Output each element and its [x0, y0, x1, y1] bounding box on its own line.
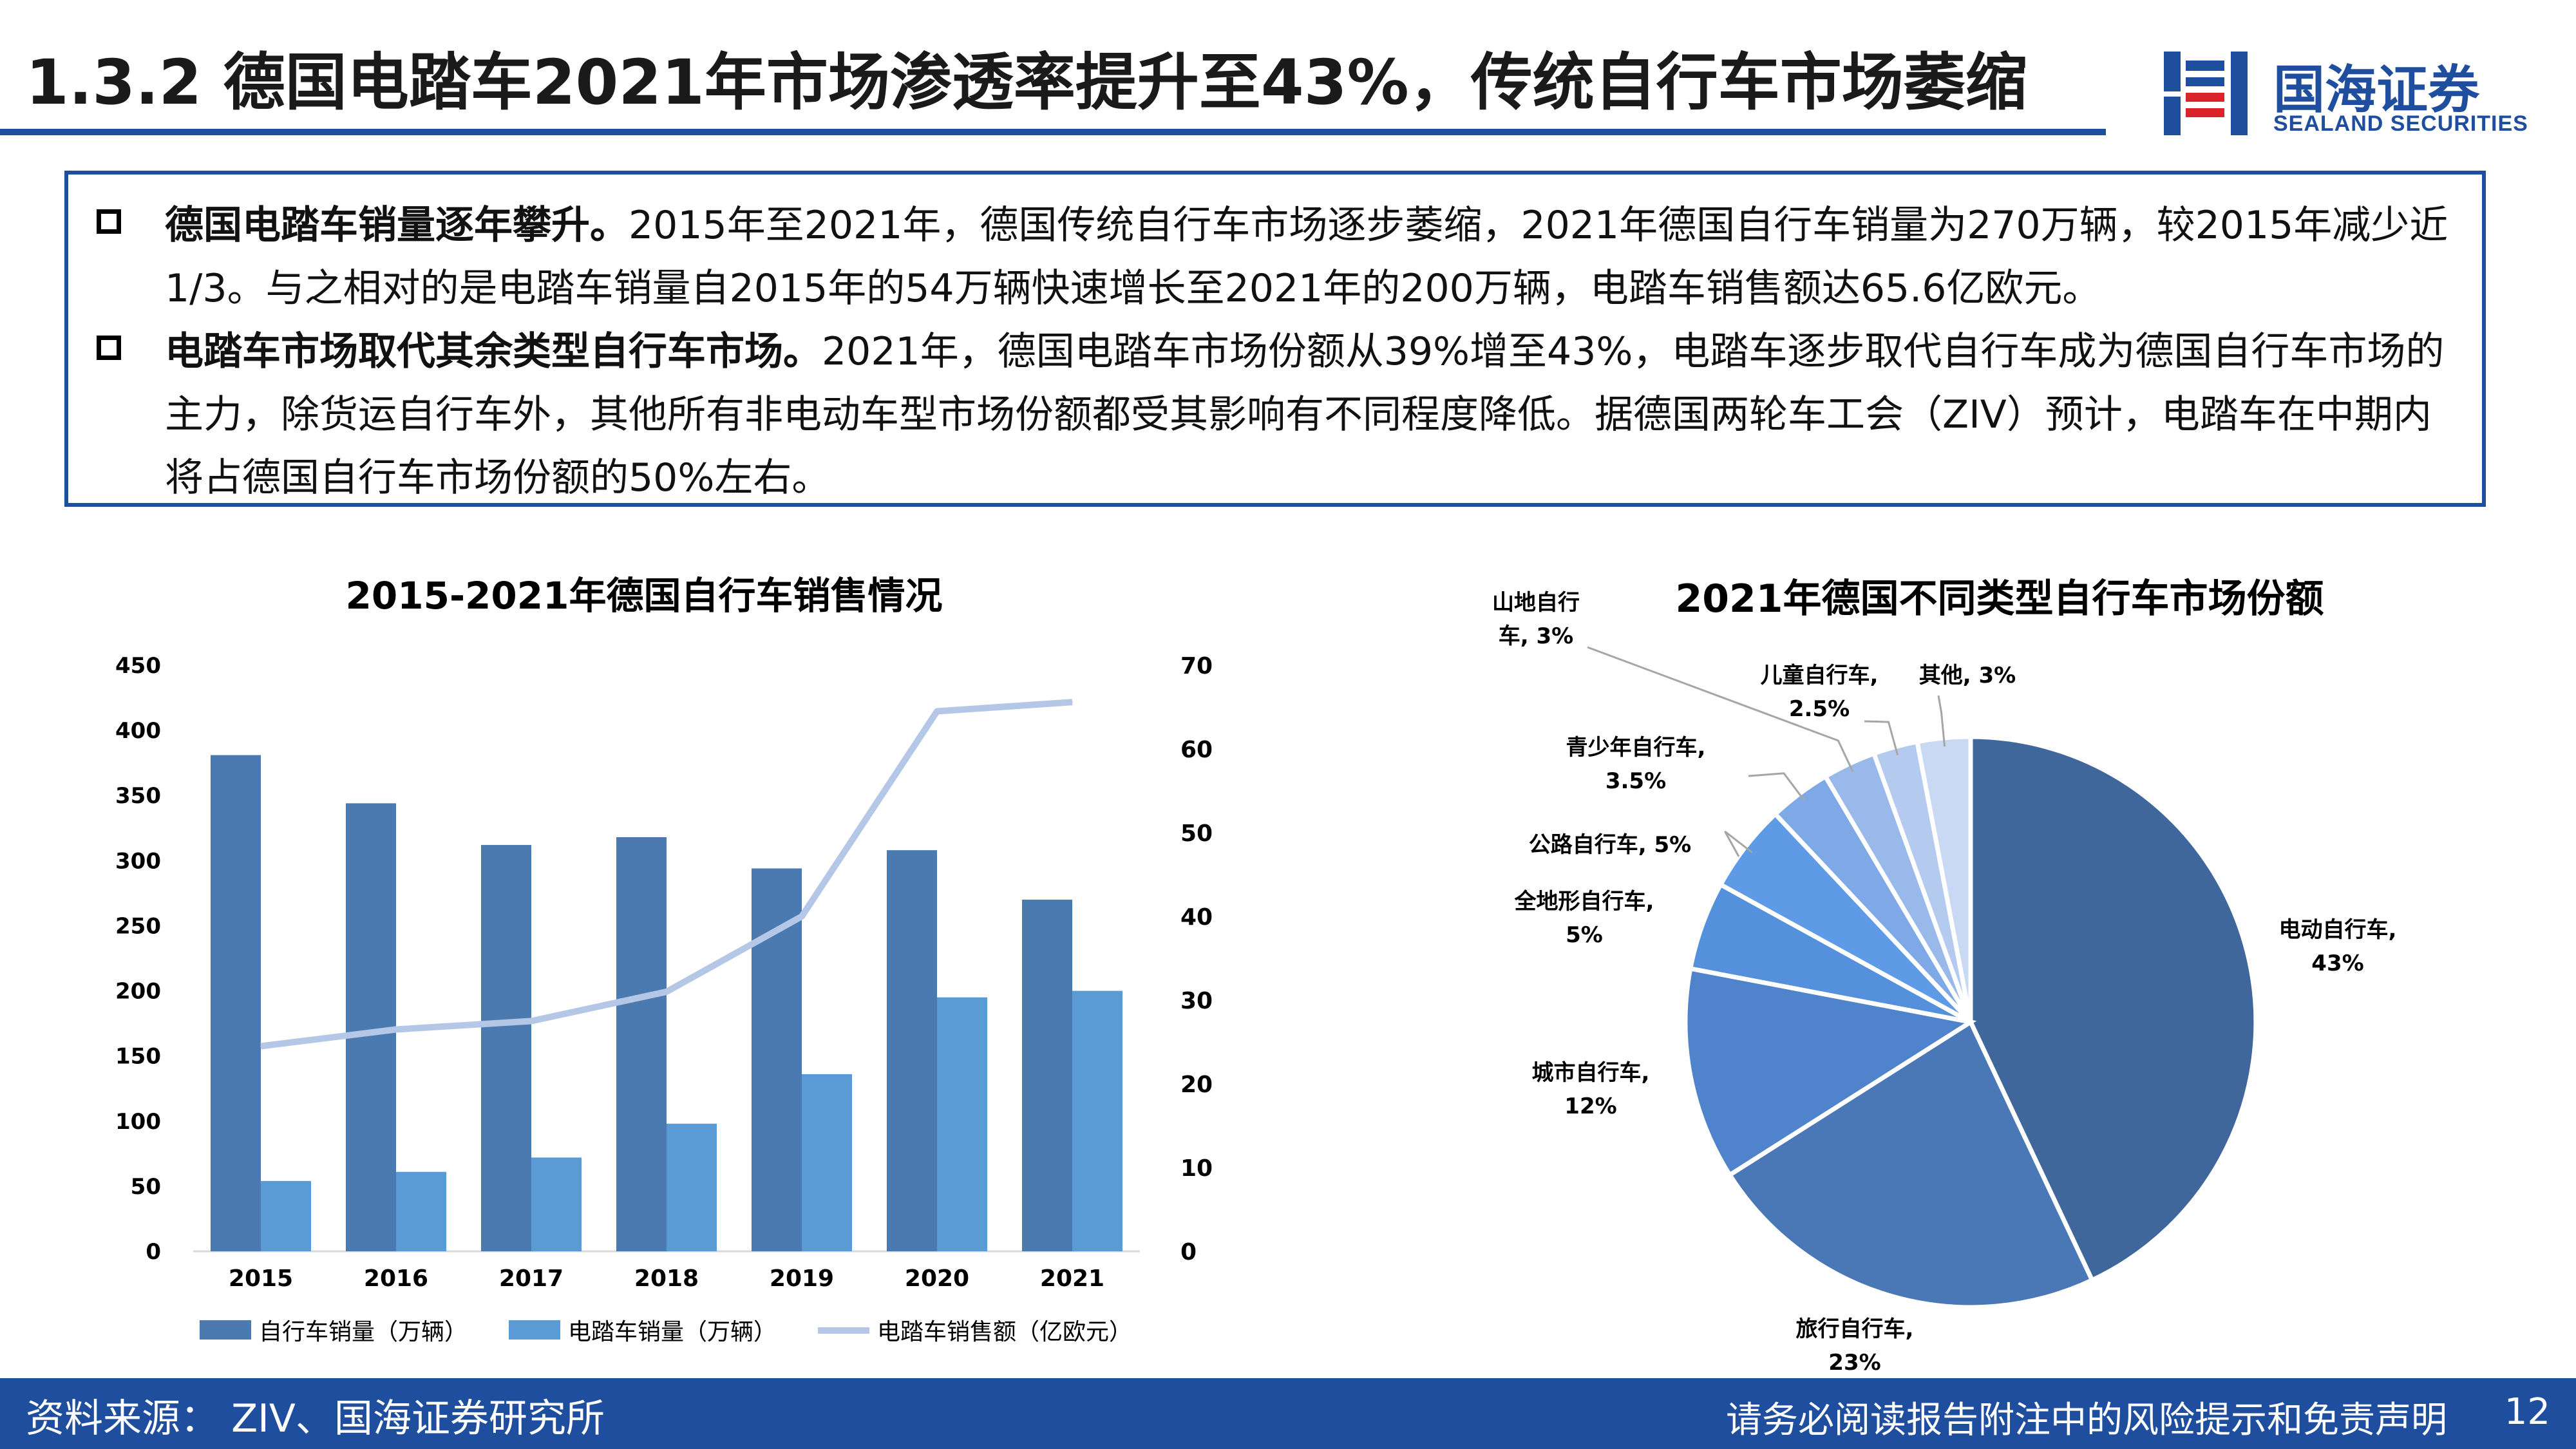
pie-slice: [1968, 734, 2259, 1283]
pie-value-label: 3.5%: [1605, 768, 1666, 794]
bullet-lead: 德国电踏车销量逐年攀升。: [165, 203, 629, 248]
y2-tick-label: 30: [1180, 988, 1213, 1014]
y2-tick-label: 40: [1180, 904, 1213, 931]
pie-label: 其他, 3%: [1919, 663, 2016, 688]
bar-ebike-sales: [531, 1157, 582, 1251]
pie-leader-line: [1864, 720, 1899, 755]
pie-leader-line: [1724, 830, 1753, 857]
logo-english-name: SEALAND SECURITIES: [2273, 111, 2528, 136]
line-point: [801, 916, 802, 917]
sealand-logo: 国海证券 SEALAND SECURITIES: [2164, 45, 2550, 142]
pie-slice: [1683, 965, 1977, 1179]
line-point: [260, 1045, 261, 1047]
line-point: [395, 1028, 397, 1030]
y2-tick-label: 70: [1180, 653, 1213, 679]
summary-box: 德国电踏车销量逐年攀升。2015年至2021年，德国传统自行车市场逐步萎缩，20…: [64, 171, 2486, 507]
summary-bullet: 德国电踏车销量逐年攀升。2015年至2021年，德国传统自行车市场逐步萎缩，20…: [88, 194, 2456, 320]
bullet-lead: 电踏车市场取代其余类型自行车市场。: [165, 329, 822, 374]
y-tick-label: 400: [115, 718, 161, 744]
y-tick-label: 0: [146, 1239, 161, 1265]
x-tick-label: 2015: [229, 1265, 293, 1292]
pie-value-label: 2.5%: [1789, 696, 1850, 722]
bar-bicycle-sales: [616, 837, 667, 1251]
y-tick-label: 150: [115, 1044, 161, 1070]
logo-chinese-name: 国海证券: [2273, 60, 2479, 120]
x-tick-label: 2016: [364, 1265, 428, 1292]
y-tick-label: 250: [115, 913, 161, 939]
page-number: 12: [2504, 1391, 2550, 1433]
footer-bar: 资料来源： ZIV、国海证券研究所 请务必阅读报告附注中的风险提示和免责声明 1…: [0, 1378, 2576, 1449]
pie-label: 山地自行: [1492, 590, 1580, 616]
pie-leader-line: [1587, 646, 1854, 772]
x-tick-label: 2017: [499, 1265, 564, 1292]
x-tick-label: 2018: [634, 1265, 699, 1292]
bar-bicycle-sales: [1022, 900, 1072, 1251]
bullet-body: 2015年至2021年，德国传统自行车市场逐步萎缩，2021年德国自行车销量为2…: [165, 203, 2448, 311]
title-divider: [0, 129, 2106, 135]
summary-bullet: 电踏车市场取代其余类型自行车市场。2021年，德国电踏车市场份额从39%增至43…: [88, 320, 2456, 509]
pie-label: 全地形自行车,: [1514, 889, 1654, 914]
pie-value-label: 23%: [1828, 1350, 1880, 1376]
source-note: 资料来源： ZIV、国海证券研究所: [26, 1396, 605, 1441]
bar-bicycle-sales: [481, 845, 531, 1251]
pie-slice: [1727, 1018, 2096, 1310]
bar-ebike-sales: [667, 1123, 717, 1251]
pie-label: 儿童自行车,: [1761, 663, 1879, 688]
pie-value-label: 车, 3%: [1499, 623, 1573, 649]
y-tick-label: 200: [115, 979, 161, 1005]
bar-ebike-sales: [261, 1180, 311, 1251]
line-point: [936, 710, 938, 712]
x-tick-label: 2019: [770, 1265, 834, 1292]
bar-ebike-sales: [1072, 990, 1122, 1251]
pie-label: 公路自行车, 5%: [1529, 832, 1691, 858]
pie-label: 城市自行车,: [1532, 1060, 1650, 1086]
line-point: [531, 1020, 532, 1022]
x-tick-label: 2020: [905, 1265, 969, 1292]
y-tick-label: 300: [115, 848, 161, 874]
page-title: 1.3.2 德国电踏车2021年市场渗透率提升至43%，传统自行车市场萎缩: [26, 46, 2027, 118]
bar-ebike-sales: [396, 1171, 446, 1251]
pie-value-label: 5%: [1566, 922, 1603, 948]
pie-label: 电动自行车,: [2279, 917, 2397, 943]
pie-label: 青少年自行车,: [1566, 735, 1706, 761]
checkbox-square-icon: [97, 209, 121, 234]
bar-bicycle-sales: [211, 755, 261, 1251]
sealand-logo-icon: [2164, 52, 2248, 135]
line-point: [1072, 701, 1073, 703]
legend-swatch: [200, 1320, 251, 1340]
bullet-body: 2021年，德国电踏车市场份额从39%增至43%，电踏车逐步取代自行车成为德国自…: [165, 329, 2445, 500]
y2-tick-label: 60: [1180, 737, 1213, 763]
line-point: [666, 991, 667, 992]
bar-ebike-sales: [802, 1074, 852, 1251]
chart-title: 2015-2021年德国自行车销售情况: [346, 574, 943, 618]
y-tick-label: 350: [115, 783, 161, 809]
y2-tick-label: 20: [1180, 1072, 1213, 1098]
chart-title: 2021年德国不同类型自行车市场份额: [1676, 576, 2324, 621]
pie-value-label: 43%: [2311, 951, 2363, 976]
pie-leader-line: [1937, 695, 1946, 747]
pie-label: 旅行自行车,: [1796, 1316, 1914, 1342]
legend-swatch: [509, 1320, 560, 1340]
bar-bicycle-sales: [887, 850, 937, 1251]
pie-value-label: 12%: [1564, 1094, 1616, 1119]
y-tick-label: 50: [131, 1174, 161, 1200]
x-tick-label: 2021: [1040, 1265, 1104, 1292]
y2-tick-label: 0: [1180, 1239, 1197, 1265]
legend-label: 自行车销量（万辆）: [259, 1319, 468, 1345]
legend-label: 电踏车销量（万辆）: [568, 1319, 777, 1345]
pie-leader-line: [1748, 772, 1806, 802]
legend-label: 电踏车销售额（亿欧元）: [877, 1319, 1132, 1345]
bar-ebike-sales: [937, 997, 987, 1251]
disclaimer: 请务必阅读报告附注中的风险提示和免责声明: [1726, 1399, 2447, 1441]
y2-tick-label: 50: [1180, 820, 1213, 847]
checkbox-square-icon: [97, 336, 121, 360]
y-tick-label: 100: [115, 1109, 161, 1135]
y2-tick-label: 10: [1180, 1155, 1213, 1182]
y-tick-label: 450: [115, 653, 161, 679]
bar-line-chart: 2015-2021年德国自行车销售情况050100150200250300350…: [115, 574, 1213, 1345]
